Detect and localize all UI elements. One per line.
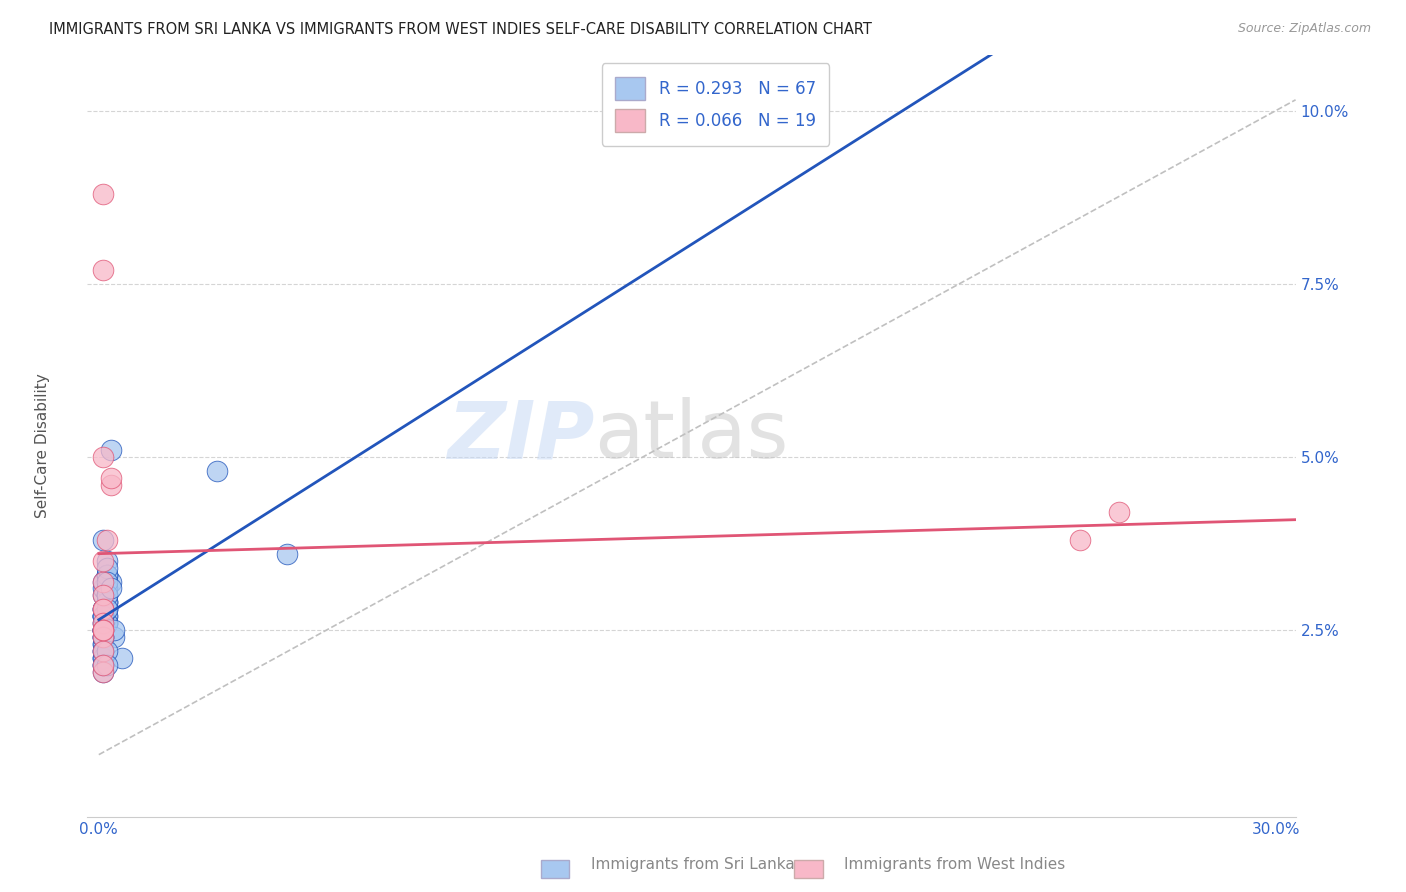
Point — [96, 567, 118, 582]
Text: Source: ZipAtlas.com: Source: ZipAtlas.com — [1237, 22, 1371, 36]
Point — [91, 609, 114, 624]
Point — [96, 595, 118, 609]
Point — [91, 644, 114, 658]
Point — [91, 623, 114, 637]
Point — [91, 574, 114, 589]
Point — [91, 623, 114, 637]
Point — [96, 588, 118, 602]
Text: atlas: atlas — [595, 397, 789, 475]
Point — [96, 602, 118, 616]
Point — [91, 186, 114, 201]
Point — [96, 567, 118, 582]
Point — [96, 616, 118, 631]
Point — [103, 630, 125, 644]
Point — [91, 665, 114, 679]
Point — [91, 623, 114, 637]
Point — [91, 637, 114, 651]
Point — [91, 637, 114, 651]
Point — [96, 609, 118, 624]
Point — [91, 533, 114, 547]
Point — [91, 644, 114, 658]
Point — [91, 582, 114, 596]
Point — [91, 650, 114, 665]
Point — [276, 547, 298, 561]
Point — [91, 623, 114, 637]
Point — [91, 609, 114, 624]
Point — [91, 609, 114, 624]
Point — [96, 567, 118, 582]
Point — [91, 630, 114, 644]
Point — [91, 263, 114, 277]
Point — [96, 533, 118, 547]
Point — [100, 477, 122, 491]
Point — [96, 588, 118, 602]
Point — [91, 616, 114, 631]
Point — [96, 602, 118, 616]
Point — [91, 588, 114, 602]
Point — [91, 650, 114, 665]
Point — [96, 602, 118, 616]
Point — [91, 650, 114, 665]
Point — [91, 657, 114, 672]
Point — [111, 650, 134, 665]
Point — [91, 616, 114, 631]
Point — [205, 464, 228, 478]
Point — [91, 609, 114, 624]
Point — [96, 554, 118, 568]
Legend: R = 0.293   N = 67, R = 0.066   N = 19: R = 0.293 N = 67, R = 0.066 N = 19 — [602, 63, 830, 145]
Text: Immigrants from Sri Lanka: Immigrants from Sri Lanka — [591, 857, 794, 872]
Text: Immigrants from West Indies: Immigrants from West Indies — [844, 857, 1064, 872]
Point — [91, 450, 114, 464]
Point — [91, 657, 114, 672]
Point — [96, 567, 118, 582]
Point — [96, 574, 118, 589]
Point — [91, 623, 114, 637]
Point — [96, 657, 118, 672]
Point — [91, 630, 114, 644]
Text: IMMIGRANTS FROM SRI LANKA VS IMMIGRANTS FROM WEST INDIES SELF-CARE DISABILITY CO: IMMIGRANTS FROM SRI LANKA VS IMMIGRANTS … — [49, 22, 872, 37]
Point — [91, 657, 114, 672]
Point — [91, 588, 114, 602]
Point — [91, 644, 114, 658]
Point — [100, 470, 122, 484]
Point — [91, 623, 114, 637]
Point — [96, 616, 118, 631]
Point — [91, 602, 114, 616]
Text: Self-Care Disability: Self-Care Disability — [35, 374, 49, 518]
Point — [91, 644, 114, 658]
Point — [91, 657, 114, 672]
Point — [100, 582, 122, 596]
Point — [96, 595, 118, 609]
Point — [91, 623, 114, 637]
Point — [91, 623, 114, 637]
Point — [96, 595, 118, 609]
Point — [91, 630, 114, 644]
Point — [91, 630, 114, 644]
Point — [91, 602, 114, 616]
Point — [96, 616, 118, 631]
Point — [91, 623, 114, 637]
Point — [103, 623, 125, 637]
Point — [100, 574, 122, 589]
Text: ZIP: ZIP — [447, 397, 595, 475]
Point — [1069, 533, 1091, 547]
Point — [91, 554, 114, 568]
Point — [91, 602, 114, 616]
Point — [96, 560, 118, 574]
Point — [91, 665, 114, 679]
Point — [91, 609, 114, 624]
Point — [91, 616, 114, 631]
Point — [96, 582, 118, 596]
Point — [96, 644, 118, 658]
Point — [91, 630, 114, 644]
Point — [91, 602, 114, 616]
Point — [1108, 505, 1130, 519]
Point — [91, 574, 114, 589]
Point — [100, 442, 122, 457]
Point — [96, 588, 118, 602]
Point — [96, 609, 118, 624]
Point — [91, 623, 114, 637]
Point — [91, 602, 114, 616]
